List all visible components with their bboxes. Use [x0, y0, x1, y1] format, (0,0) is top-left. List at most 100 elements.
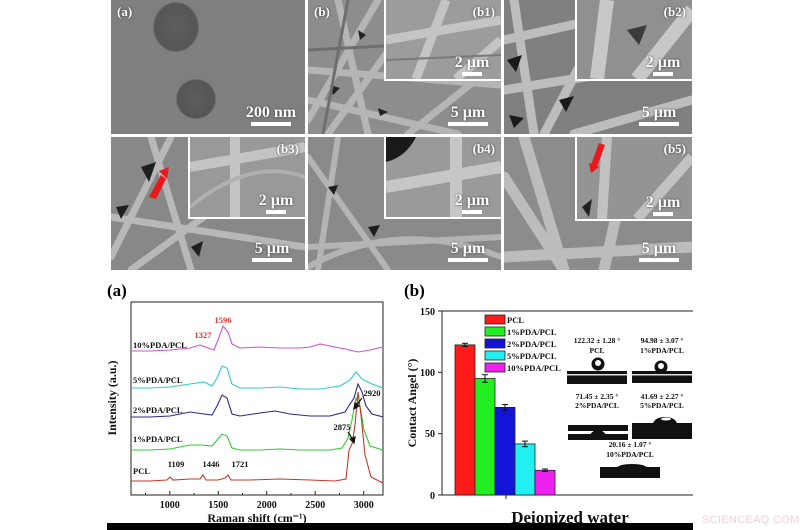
sem-panel-b: (b) (b1) 2 µm 5 µm: [308, 0, 501, 134]
scale-bar-b2-inset: 2 µm: [638, 54, 688, 76]
watermark: SCIENCEAQ.COM: [702, 514, 800, 526]
y-axis-label: Intensity (a.u.): [105, 360, 119, 435]
fiber-closeup-image: [577, 0, 692, 79]
panel-label-b: (b): [314, 4, 330, 19]
panel-label-b4: (b4): [472, 141, 495, 156]
fiber-closeup-image: [190, 137, 305, 217]
panel-label-a: (a): [117, 4, 133, 19]
sem-inset-b5: (b5) 2 µm: [575, 137, 692, 221]
sem-panel-a: (a) 200 nm: [111, 0, 305, 134]
scale-bar-b: 5 µm: [447, 104, 489, 126]
spectrum-pcl: [131, 391, 384, 484]
scale-bar-b5: 5 µm: [638, 240, 680, 262]
peak-annotation-2920: 2920: [364, 388, 381, 398]
nanoparticle-image: [111, 0, 305, 134]
peak-annotation-1327: 1327: [195, 330, 213, 340]
panel-label-b1: (b1): [472, 4, 495, 19]
red-arrow-icon: [149, 175, 166, 199]
droplet-value-10pct: 20.16 ± 1.07 °: [609, 440, 652, 449]
peak-annotation-1446: 1446: [203, 459, 220, 469]
scale-bar-b3-inset: 2 µm: [251, 192, 301, 214]
legend: [484, 314, 506, 373]
fiber-closeup-image: [386, 0, 501, 79]
x-tick-label: 1500: [208, 500, 228, 511]
droplet-label-pcl: PCL: [590, 346, 605, 355]
legend-entry-pcl: PCL: [507, 315, 524, 325]
sem-inset-b2: (b2) 2 µm: [575, 0, 692, 81]
legend-entry-5pct: 5%PDA/PCL: [507, 351, 557, 361]
raman-panel-label: (a): [107, 281, 127, 300]
red-arrow-icon: [591, 143, 605, 167]
droplet-value-pcl: 122.32 ± 1.28 °: [574, 336, 621, 345]
bar-2pct: [494, 406, 516, 496]
scale-bar-label: 2 µm: [454, 54, 490, 71]
sem-panel-b5: (b5) 2 µm 5 µm: [504, 137, 692, 270]
droplet-label-2pct: 2%PDA/PCL: [575, 401, 619, 410]
series-label-1pct: 1%PDA/PCL: [133, 434, 183, 444]
sem-inset-b4: (b4) 2 µm: [384, 137, 501, 219]
bar-1pct: [474, 378, 496, 496]
scale-bar-b2: 5 µm: [638, 104, 680, 126]
series-label-10pct: 10%PDA/PCL: [133, 340, 187, 350]
scale-bar-label: 5 µm: [641, 240, 677, 257]
sem-panel-b4: (b4) 2 µm 5 µm: [308, 137, 501, 270]
bar-10pct: [534, 469, 556, 496]
legend-entry-1pct: 1%PDA/PCL: [507, 327, 557, 337]
spectrum-10pct: [131, 324, 384, 353]
sem-panel-b3: (b3) 2 µm 5 µm: [111, 137, 305, 270]
x-tick-label: 2000: [257, 500, 277, 511]
scale-bar-label: 2 µm: [258, 192, 294, 209]
scale-bar-b4: 5 µm: [447, 240, 489, 262]
y-axis-label: Contact Angel (°): [405, 359, 419, 448]
spectrum-2pct: [131, 382, 384, 418]
series-label-5pct: 5%PDA/PCL: [133, 375, 183, 385]
bar-pcl: [454, 344, 476, 496]
y-tick-label: 0: [430, 491, 435, 502]
droplet-value-1pct: 94.98 ± 3.07 °: [641, 336, 684, 345]
sem-image-grid: (a) 200 nm (b) (b1) 2 µm: [109, 0, 692, 270]
sem-panel-b2: (b2) 2 µm 5 µm: [504, 0, 692, 134]
series-label-pcl: PCL: [133, 466, 150, 476]
scale-bar-b5-inset: 2 µm: [638, 194, 688, 216]
raman-spectra-chart: 1000 1500 2000 2500 3000 Raman shift (cm…: [105, 301, 384, 525]
bar-5pct: [514, 443, 536, 496]
scale-bar-label: 5 µm: [450, 104, 486, 121]
peak-annotation-2875: 2875: [334, 422, 351, 432]
scale-bar-b3: 5 µm: [251, 240, 293, 262]
sem-inset-b1: (b1) 2 µm: [384, 0, 501, 81]
droplet-value-5pct: 41.69 ± 2.27 °: [641, 392, 684, 401]
x-tick-label: 3000: [354, 500, 374, 511]
fiber-closeup-image: [386, 137, 501, 217]
scale-bar-b4-inset: 2 µm: [447, 192, 497, 214]
peak-annotation-1596: 1596: [215, 315, 232, 325]
scale-bar-label: 5 µm: [450, 240, 486, 257]
legend-entry-10pct: 10%PDA/PCL: [507, 363, 561, 373]
y-tick-label: 50: [425, 429, 435, 440]
sem-inset-b3: (b3) 2 µm: [188, 137, 305, 219]
panel-label-b5: (b5): [663, 141, 686, 156]
droplet-label-5pct: 5%PDA/PCL: [640, 401, 684, 410]
droplet-value-2pct: 71.45 ± 2.35 °: [576, 392, 619, 401]
y-tick-label: 150: [420, 307, 435, 318]
x-axis-label: Raman shift (cm⁻¹): [207, 511, 306, 525]
contact-angle-chart: 150 100 50 0 Contact Angel (°) Deionized…: [405, 307, 693, 525]
scale-bar-a: 200 nm: [239, 104, 303, 126]
droplet-label-1pct: 1%PDA/PCL: [640, 346, 684, 355]
footer-black-bar: [107, 523, 693, 530]
panel-label-b2: (b2): [663, 4, 686, 19]
x-tick-label: 2500: [305, 500, 325, 511]
scale-bar-label: 5 µm: [641, 104, 677, 121]
panel-label-b3: (b3): [276, 141, 299, 156]
x-axis-label: Deionized water: [511, 508, 629, 525]
contact-angle-panel-label: (b): [404, 281, 425, 300]
peak-annotation-1721: 1721: [232, 459, 249, 469]
droplet-images: [567, 357, 692, 478]
fiber-closeup-image: [577, 137, 692, 219]
scale-bar-label: 2 µm: [645, 194, 681, 211]
scale-bar-label: 2 µm: [645, 54, 681, 71]
peak-annotation-1109: 1109: [168, 459, 185, 469]
y-tick-label: 100: [420, 368, 435, 379]
scale-bar-label: 2 µm: [454, 192, 490, 209]
series-label-2pct: 2%PDA/PCL: [133, 405, 183, 415]
scale-bar-label: 5 µm: [254, 240, 290, 257]
